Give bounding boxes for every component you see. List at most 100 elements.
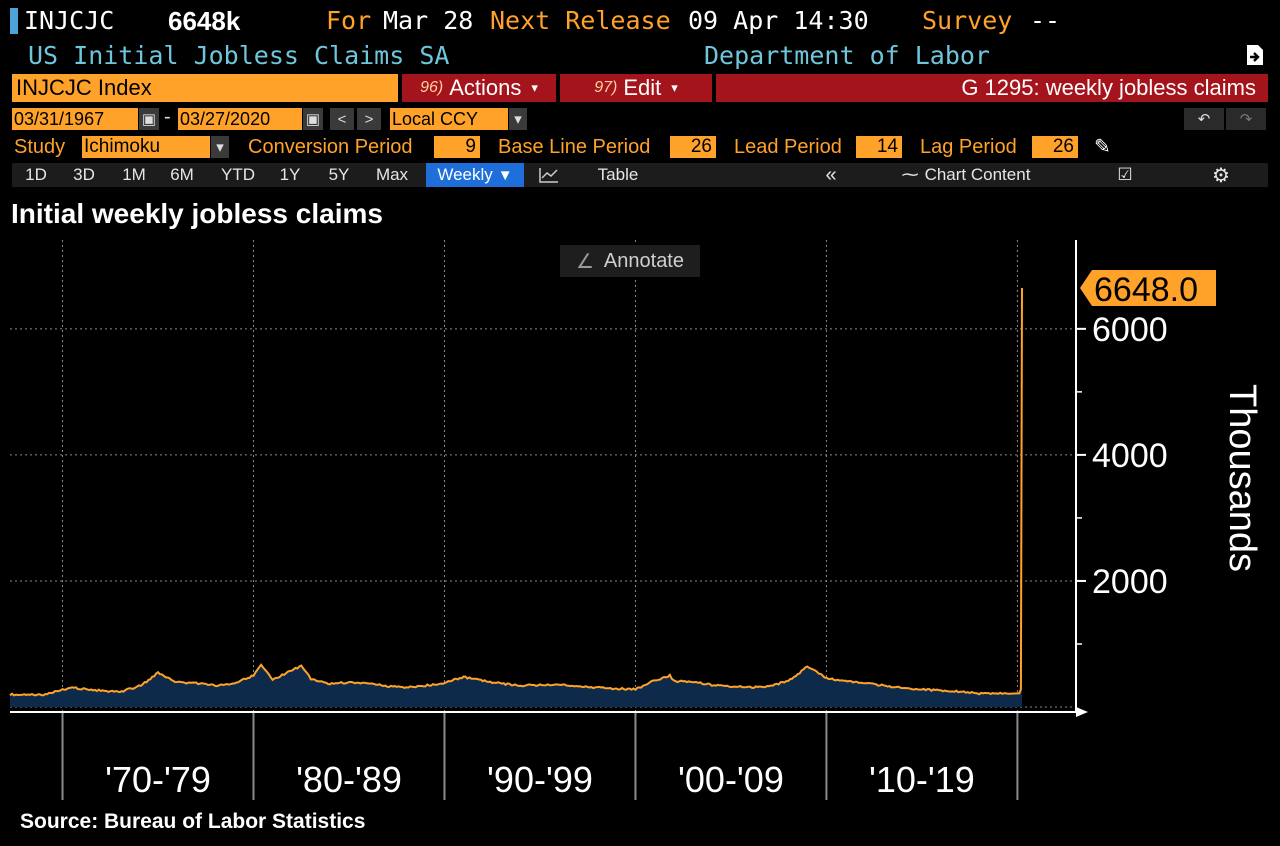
chevron-down-icon: ▼	[497, 166, 513, 184]
currency-text: Local CCY	[392, 108, 479, 129]
y-tick-label: 4000	[1092, 437, 1168, 475]
pencil-icon: ∠	[575, 250, 594, 273]
annotate-button[interactable]: ∠ Annotate	[560, 245, 700, 277]
decade-label: '70-'79	[105, 759, 211, 800]
survey-label: Survey	[922, 6, 1013, 35]
decade-label: '10-'19	[869, 759, 975, 800]
graph-title[interactable]: G 1295: weekly jobless claims	[716, 74, 1268, 102]
frequency-value: Weekly	[437, 165, 493, 184]
undo-icon[interactable]: ↶	[1184, 108, 1224, 130]
export-icon[interactable]	[1244, 43, 1266, 67]
header-bar: INJCJC 6648k For Mar 28 Next Release 09 …	[10, 6, 1270, 38]
chevron-down-icon: ▾	[531, 80, 538, 95]
y-tick-label: 6000	[1092, 311, 1168, 349]
ticker-marker	[10, 8, 18, 34]
tab-1m[interactable]: 1M	[122, 165, 146, 184]
next-release-label: Next Release	[490, 6, 671, 35]
index-field[interactable]: INJCJC Index	[12, 74, 398, 102]
chevron-left-icon[interactable]: <	[330, 108, 354, 130]
actions-button[interactable]: 96) Actions ▾	[402, 74, 556, 102]
redo-icon[interactable]: ↷	[1226, 108, 1266, 130]
chevron-right-icon[interactable]: >	[357, 108, 381, 130]
tab-5y[interactable]: 5Y	[328, 165, 350, 184]
chart-content-button[interactable]: ⁓ Chart Content	[882, 163, 1050, 187]
last-value-label: 6648.0	[1094, 271, 1198, 309]
series-name: US Initial Jobless Claims SA	[28, 41, 450, 70]
x-axis-arrow	[1076, 707, 1088, 717]
area-fill	[10, 288, 1022, 707]
decade-label: '00-'09	[678, 759, 784, 800]
calendar-icon[interactable]: ▣	[139, 108, 159, 130]
chart-title: Initial weekly jobless claims	[11, 198, 383, 229]
line-chart-icon[interactable]	[534, 163, 564, 187]
tab-3d[interactable]: 3D	[73, 165, 95, 184]
conversion-period-label: Conversion Period	[248, 136, 413, 158]
chart-content-icon: ⁓	[901, 165, 919, 184]
lead-period-field[interactable]: 14	[856, 136, 902, 158]
index-label: INJCJC Index	[16, 75, 152, 100]
lag-period-label: Lag Period	[920, 136, 1017, 158]
baseline-period-field[interactable]: 26	[670, 136, 716, 158]
chevron-down-icon[interactable]: ▾	[211, 136, 229, 158]
last-value: 6648k	[168, 6, 241, 36]
actions-label: Actions	[449, 75, 522, 100]
y-axis: 2000 4000 6000 Thousands	[1075, 240, 1263, 712]
series-line	[9, 287, 1023, 697]
annotate-label: Annotate	[603, 249, 684, 272]
end-date-text: 03/27/2020	[180, 108, 271, 129]
y-tick-label: 2000	[1092, 563, 1168, 601]
edit-button[interactable]: 97) Edit ▾	[560, 74, 712, 102]
tab-max[interactable]: Max	[375, 165, 409, 184]
last-value-box	[1080, 270, 1216, 306]
edit-chart-icon[interactable]: ☑	[1117, 165, 1133, 184]
baseline-period-label: Base Line Period	[498, 136, 651, 158]
lag-period-field[interactable]: 26	[1032, 136, 1078, 158]
source-note: Source: Bureau of Labor Statistics	[20, 810, 366, 833]
pencil-icon[interactable]: ✎	[1094, 136, 1111, 158]
gridlines	[10, 240, 1076, 712]
decade-label: '90-'99	[487, 759, 593, 800]
tab-ytd[interactable]: YTD	[221, 165, 255, 184]
tab-1y[interactable]: 1Y	[279, 165, 301, 184]
start-date-text: 03/31/1967	[14, 108, 105, 129]
lead-period-value: 14	[876, 136, 898, 157]
chevron-down-icon: ▾	[671, 80, 678, 95]
y-axis-label: Thousands	[1221, 384, 1263, 572]
graph-title-text: G 1295: weekly jobless claims	[961, 75, 1256, 100]
conversion-period-value: 9	[465, 136, 476, 157]
tab-table[interactable]: Table	[597, 165, 639, 184]
collapse-icon[interactable]: «	[825, 163, 837, 186]
lead-period-label: Lead Period	[734, 136, 842, 158]
edit-hotkey: 97)	[594, 79, 618, 96]
chart-plot[interactable]: 2000 4000 6000 Thousands '70-'79 '80-'89 '90-…	[0, 236, 1280, 810]
source-agency: Department of Labor	[704, 41, 990, 70]
baseline-period-value: 26	[690, 136, 712, 157]
for-label: For	[326, 6, 372, 35]
next-release-value: 09 Apr 14:30	[688, 6, 869, 35]
study-label: Study	[14, 136, 66, 158]
conversion-period-field[interactable]: 9	[434, 136, 480, 158]
decade-label: '80-'89	[296, 759, 402, 800]
chart-content-label: Chart Content	[924, 165, 1031, 184]
edit-label: Edit	[623, 75, 662, 100]
actions-hotkey: 96)	[420, 79, 444, 96]
survey-value: --	[1030, 6, 1061, 35]
lag-period-value: 26	[1052, 136, 1074, 157]
study-select[interactable]: Ichimoku	[82, 136, 210, 158]
last-value-tag: 6648.0	[1080, 270, 1216, 309]
start-date-field[interactable]: 03/31/1967	[12, 108, 138, 130]
study-value: Ichimoku	[84, 136, 161, 157]
end-date-field[interactable]: 03/27/2020	[178, 108, 302, 130]
for-date: Mar 28	[383, 6, 474, 35]
ticker: INJCJC	[24, 6, 115, 35]
tab-1d[interactable]: 1D	[25, 165, 47, 184]
calendar-icon[interactable]: ▣	[303, 108, 323, 130]
frequency-select[interactable]: Weekly ▼	[426, 163, 524, 187]
currency-select[interactable]: Local CCY	[390, 108, 508, 130]
chevron-down-icon[interactable]: ▾	[509, 108, 527, 130]
gear-icon[interactable]: ⚙	[1212, 164, 1230, 187]
x-axis: '70-'79 '80-'89 '90-'99 '00-'09 '10-'19	[10, 707, 1088, 800]
period-tab-bar	[12, 163, 1268, 187]
tab-6m[interactable]: 6M	[170, 165, 194, 184]
date-separator: -	[164, 106, 171, 128]
